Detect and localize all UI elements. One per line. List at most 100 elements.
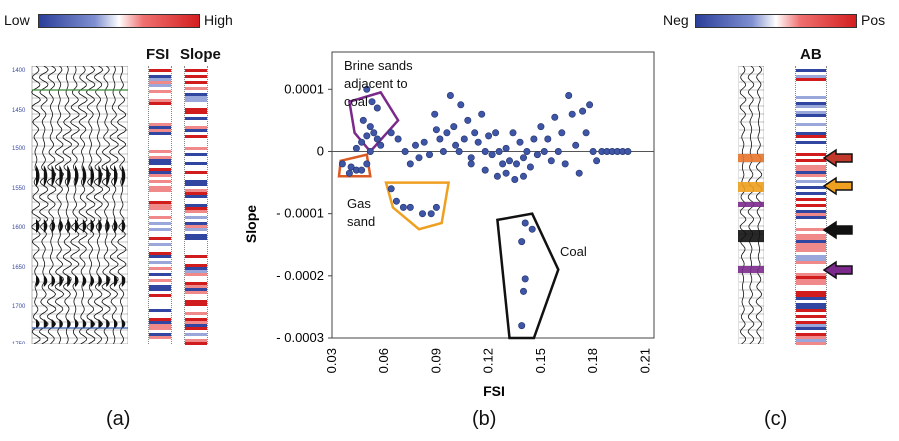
log-band: [796, 177, 826, 180]
data-point: [521, 219, 529, 227]
log-band: [796, 282, 826, 285]
data-point: [436, 135, 444, 143]
x-tick-label: 0.18: [585, 348, 600, 373]
log-band: [149, 132, 171, 135]
log-band: [149, 159, 171, 162]
x-tick-label: 0.21: [637, 348, 652, 373]
log-band: [796, 252, 826, 255]
data-point: [359, 116, 367, 124]
log-band: [796, 246, 826, 249]
log-band: [796, 129, 826, 132]
log-band: [185, 171, 207, 174]
log-band: [796, 306, 826, 309]
log-band: [185, 291, 207, 294]
marker-orange: [738, 182, 764, 192]
log-band: [185, 183, 207, 186]
data-point: [537, 123, 545, 131]
data-point: [502, 169, 510, 177]
log-band: [796, 270, 826, 273]
region-outlines: [337, 90, 560, 340]
data-point: [426, 151, 434, 159]
trace-wiggle: [62, 66, 73, 344]
data-point: [493, 172, 501, 180]
panel-a: Low High 1400 1450 1500 1550 1600 1650 1…: [0, 0, 240, 441]
log-band: [796, 288, 826, 291]
data-point: [406, 203, 414, 211]
marker-orange-red: [738, 154, 764, 162]
log-band: [796, 117, 826, 120]
log-band: [185, 186, 207, 189]
log-band: [796, 258, 826, 261]
log-band: [796, 273, 826, 276]
data-point: [565, 91, 573, 99]
log-band: [185, 270, 207, 273]
log-band: [796, 78, 826, 81]
log-band: [149, 72, 171, 75]
data-point: [518, 238, 526, 246]
log-band: [149, 135, 171, 138]
data-point: [368, 98, 376, 106]
log-band: [796, 243, 826, 246]
log-band: [149, 108, 171, 111]
region-brine-sands: [347, 90, 400, 154]
data-point: [586, 101, 594, 109]
data-point: [432, 203, 440, 211]
log-band: [185, 225, 207, 228]
trace-peak: [51, 165, 56, 187]
trace-peak: [90, 165, 95, 187]
trace-peak: [114, 165, 118, 187]
log-band: [185, 255, 207, 258]
log-band: [796, 186, 826, 189]
fsi-slope-colorbar: [38, 14, 200, 28]
log-band: [185, 87, 207, 90]
x-tick-label: 0.03: [324, 348, 339, 373]
low-label: Low: [4, 12, 30, 28]
y-tick-label: - 0.0001: [276, 206, 324, 221]
log-band: [796, 147, 826, 150]
log-band: [149, 276, 171, 279]
data-point: [460, 135, 468, 143]
log-band: [149, 192, 171, 195]
log-band: [796, 267, 826, 270]
log-band: [796, 189, 826, 192]
data-point: [363, 160, 371, 168]
data-point: [345, 169, 353, 177]
seismic-traces: [31, 66, 128, 344]
data-point: [589, 148, 597, 156]
trace-peak: [36, 219, 40, 233]
log-band: [796, 192, 826, 195]
data-point: [568, 110, 576, 118]
log-band: [185, 174, 207, 177]
log-band: [796, 309, 826, 312]
log-band: [185, 156, 207, 159]
arrow-left-purple-icon: [822, 260, 853, 280]
log-band: [149, 138, 171, 141]
log-band: [796, 87, 826, 90]
data-point: [533, 151, 541, 159]
trace-peak: [43, 219, 48, 233]
data-point: [509, 129, 517, 137]
log-band: [796, 333, 826, 336]
log-band: [185, 321, 207, 324]
data-point: [394, 135, 402, 143]
trace-peak: [36, 275, 40, 287]
data-point: [457, 101, 465, 109]
gas-annotation-line2: sand: [347, 214, 375, 229]
log-band: [796, 330, 826, 333]
trace-peak: [59, 165, 63, 187]
data-point: [544, 135, 552, 143]
log-band: [185, 300, 207, 303]
log-band: [796, 138, 826, 141]
trace-wiggle: [46, 66, 57, 344]
log-band: [185, 231, 207, 234]
log-band: [185, 78, 207, 81]
log-band: [796, 198, 826, 201]
arrows: [822, 148, 853, 280]
log-band: [149, 198, 171, 201]
depth-tick: 1650: [12, 265, 26, 271]
log-band: [149, 78, 171, 81]
log-band: [185, 333, 207, 336]
log-band: [149, 213, 171, 216]
log-band: [149, 90, 171, 93]
data-point: [526, 163, 534, 171]
